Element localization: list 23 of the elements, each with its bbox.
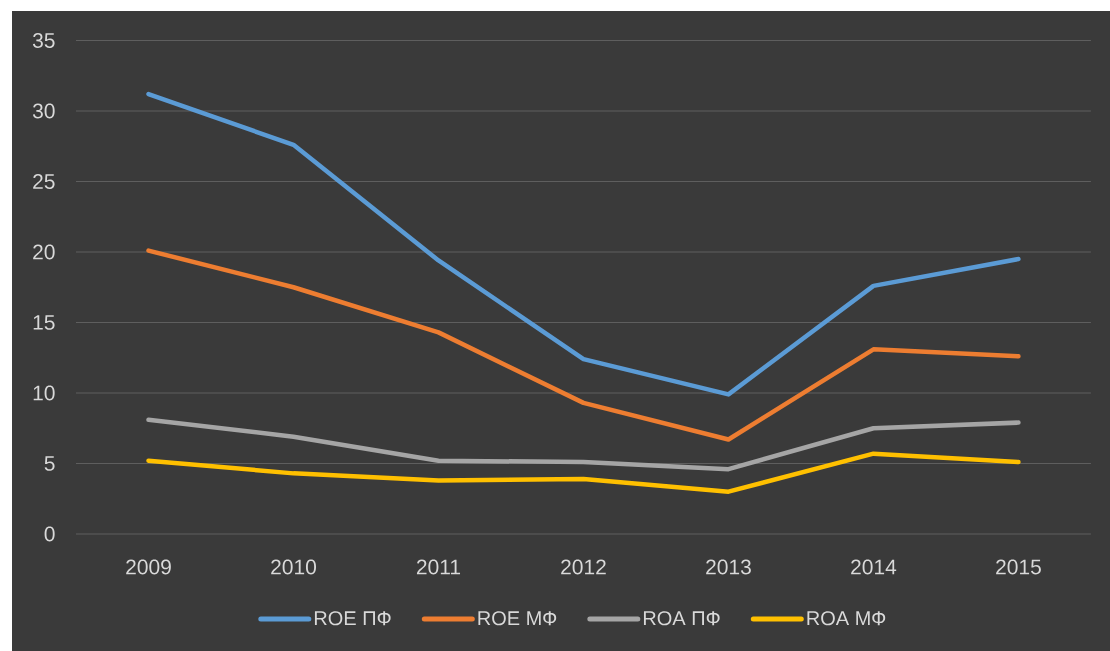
legend-label: ROA МФ <box>807 611 886 626</box>
x-tick-label: 2011 <box>416 559 461 575</box>
x-tick-label: 2012 <box>561 559 606 575</box>
y-tick-label: 10 <box>33 385 55 401</box>
y-tick-label: 35 <box>32 33 55 48</box>
legend-label: ROE ПФ <box>314 611 391 626</box>
legend-label: ROA ПФ <box>643 611 720 626</box>
y-tick-label: 20 <box>33 244 55 260</box>
x-tick-label: 2015 <box>996 559 1041 575</box>
x-tick-label: 2013 <box>706 559 751 575</box>
y-tick-label: 5 <box>44 456 55 471</box>
y-tick-label: 15 <box>33 315 55 330</box>
line-series <box>146 451 1021 494</box>
line-series <box>146 248 1021 442</box>
line-series <box>146 417 1021 472</box>
y-tick-label: 0 <box>44 526 55 542</box>
y-tick-label: 30 <box>32 103 55 119</box>
x-tick-label: 2014 <box>851 559 897 575</box>
y-tick-label: 25 <box>33 174 55 189</box>
line-series <box>146 91 1021 397</box>
x-tick-label: 2009 <box>126 559 171 575</box>
x-tick-label: 2010 <box>271 559 317 575</box>
legend-label: ROE МФ <box>478 611 557 626</box>
